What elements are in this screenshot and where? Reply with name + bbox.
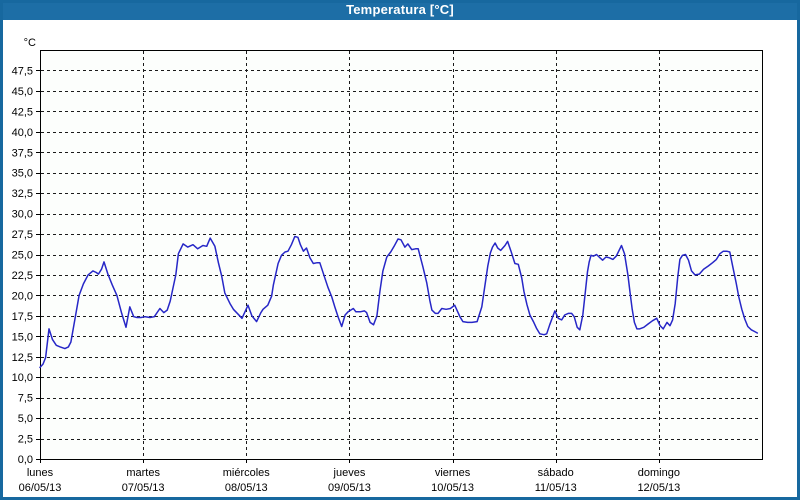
gridlines [41,51,761,458]
y-tick-label: 5,0 [18,413,33,425]
y-tick-label: 45,0 [12,86,33,98]
y-axis-unit-label: °C [24,37,36,49]
y-tick-label: 7,5 [18,393,33,405]
y-tick-label: 30,0 [12,209,33,221]
chart-title-bar: Temperatura [°C] [0,0,800,20]
x-day-date-label: 12/05/13 [637,482,680,494]
y-tick-label: 15,0 [12,331,33,343]
x-day-name-label: martes [126,467,160,479]
y-tick-label: 17,5 [12,311,33,323]
y-tick-label: 27,5 [12,229,33,241]
plot-area [40,50,762,459]
y-tick-label: 10,0 [12,372,33,384]
y-tick-label: 20,0 [12,290,33,302]
x-day-date-label: 08/05/13 [225,482,268,494]
x-day-name-label: viernes [435,467,471,479]
x-day-date-label: 06/05/13 [19,482,62,494]
x-day-name-label: miércoles [223,467,271,479]
x-day-name-label: lunes [27,467,54,479]
chart-title: Temperatura [°C] [346,2,454,17]
x-axis: lunes 06/05/13 martes 07/05/13 miércoles 08/0… [19,459,680,494]
y-tick-label: 32,5 [12,188,33,200]
x-day-name-label: domingo [638,467,680,479]
y-tick-label: 47,5 [12,65,33,77]
x-day-date-label: 10/05/13 [431,482,474,494]
x-day-date-label: 09/05/13 [328,482,371,494]
x-day-date-label: 07/05/13 [122,482,165,494]
y-axis: 0,0 2,5 5,0 7,5 10,0 12,5 15,0 17,5 20,0 22,5 25,0… [12,37,40,466]
y-tick-label: 22,5 [12,270,33,282]
y-tick-label: 42,5 [12,106,33,118]
y-tick-label: 12,5 [12,352,33,364]
x-day-name-label: sábado [538,467,574,479]
plot-border [40,50,763,460]
y-tick-label: 35,0 [12,168,33,180]
y-tick-label: 37,5 [12,147,33,159]
x-day-name-label: jueves [333,467,366,479]
y-tick-label: 40,0 [12,127,33,139]
temperature-series-line [39,235,759,369]
y-tick-label: 0,0 [18,454,33,466]
y-tick-label: 2,5 [18,434,33,446]
x-day-date-label: 11/05/13 [535,482,577,494]
y-tick-label: 25,0 [12,250,33,262]
